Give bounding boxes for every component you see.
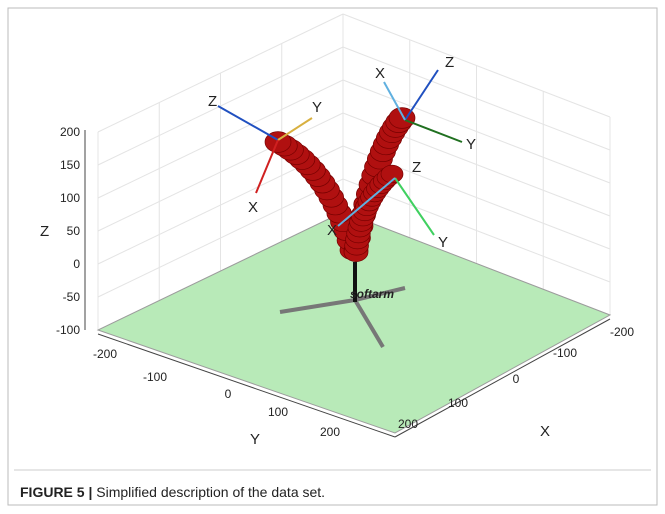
frame-z-label: Z — [412, 159, 421, 176]
y-tick-label: 200 — [320, 425, 340, 439]
frame-x-label: X — [327, 222, 337, 239]
z-axis-label: Z — [40, 223, 49, 240]
x-tick-label: -100 — [553, 346, 577, 360]
y-tick-label: 100 — [268, 405, 288, 419]
z-tick-label: 50 — [67, 224, 81, 238]
frame-y-label: Y — [312, 99, 322, 116]
figure: Z Y X softarm Z Y X Z Y X Z Y X 200 150 10… — [0, 0, 665, 514]
frame-z-label: Z — [208, 93, 217, 110]
z-tick-label: -50 — [63, 290, 81, 304]
frame-y-label: Y — [438, 234, 448, 251]
z-tick-label: 200 — [60, 125, 80, 139]
frame-x-label: X — [375, 65, 385, 82]
x-tick-label: 100 — [448, 396, 468, 410]
caption-label: FIGURE 5 | — [20, 484, 92, 500]
frame-y-label: Y — [466, 136, 476, 153]
frame-z-label: Z — [445, 54, 454, 71]
y-axis-label: Y — [250, 431, 260, 448]
y-tick-label: 0 — [225, 387, 232, 401]
caption-text: Simplified description of the data set. — [96, 484, 325, 500]
z-tick-label: 100 — [60, 191, 80, 205]
y-tick-label: -200 — [93, 347, 117, 361]
caption: FIGURE 5 | Simplified description of the… — [20, 484, 325, 500]
z-tick-label: 150 — [60, 158, 80, 172]
x-tick-label: 200 — [398, 417, 418, 431]
object-label: softarm — [350, 287, 394, 301]
z-tick-label: 0 — [73, 257, 80, 271]
x-tick-label: 0 — [513, 372, 520, 386]
y-tick-label: -100 — [143, 370, 167, 384]
x-axis-label: X — [540, 423, 550, 440]
z-tick-label: -100 — [56, 323, 80, 337]
page: Z Y X softarm Z Y X Z Y X Z Y X 200 150 10… — [0, 0, 665, 514]
x-tick-label: -200 — [610, 325, 634, 339]
frame-x-label: X — [248, 199, 258, 216]
